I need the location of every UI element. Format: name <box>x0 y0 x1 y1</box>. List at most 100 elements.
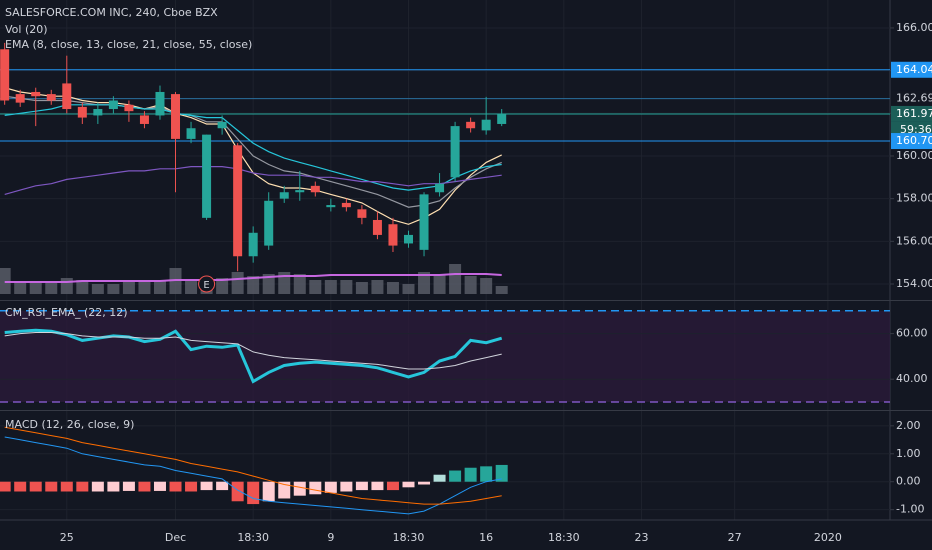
y-tick-label: 40.00 <box>896 372 928 385</box>
histogram-bar <box>0 481 11 492</box>
histogram-bar <box>153 481 166 491</box>
histogram-bar <box>185 481 198 492</box>
countdown: 59:36 <box>900 123 932 136</box>
candle-body <box>450 126 460 178</box>
candle-body <box>435 183 445 193</box>
volume-label: Vol (20) <box>5 23 48 36</box>
candle-body <box>93 109 103 116</box>
candle-body <box>264 200 274 246</box>
candle-body <box>0 49 10 101</box>
histogram-bar <box>324 481 337 493</box>
ema-label: EMA (8, close, 13, close, 21, close, 55,… <box>5 38 252 51</box>
y-tick-label: 160.00 <box>896 149 932 162</box>
volume-bar <box>371 280 384 294</box>
histogram-bar <box>371 481 384 491</box>
volume-bar <box>122 282 135 294</box>
volume-bar <box>247 276 260 294</box>
price-label: 164.04 <box>896 63 932 76</box>
volume-bar <box>418 272 431 294</box>
candle-body <box>357 209 367 218</box>
histogram-bar <box>247 481 260 505</box>
volume-bar <box>324 280 337 294</box>
x-tick-label: 27 <box>728 531 742 544</box>
candle-body <box>171 94 181 139</box>
y-tick-label: 166.00 <box>896 21 932 34</box>
rsi-band <box>0 310 890 403</box>
candle-body <box>497 113 507 124</box>
candle-body <box>202 134 212 218</box>
rsi-line <box>4 332 502 370</box>
x-tick-label: 18:30 <box>237 531 269 544</box>
candle-body <box>310 185 320 193</box>
volume-bar <box>45 282 58 294</box>
volume-bar <box>402 284 415 294</box>
volume-ma-line <box>4 273 502 283</box>
volume-bar <box>480 278 493 294</box>
histogram-bar <box>29 481 42 492</box>
y-tick-label: 158.00 <box>896 192 932 205</box>
histogram-bar <box>340 481 353 492</box>
histogram-bar <box>464 467 477 482</box>
candle-body <box>279 192 289 199</box>
volume-bar <box>216 278 229 294</box>
price-label-box <box>891 90 932 107</box>
histogram-bar <box>169 481 182 492</box>
y-tick-label: 2.00 <box>896 419 921 432</box>
y-tick-label: 60.00 <box>896 327 928 340</box>
macd-line <box>4 426 502 505</box>
earnings-label: E <box>203 280 209 291</box>
candle-body <box>15 94 25 103</box>
ema-line <box>4 166 502 195</box>
histogram-bar <box>91 481 104 492</box>
candle-body <box>419 194 429 250</box>
x-tick-label: Dec <box>165 531 186 544</box>
candle-body <box>108 100 118 110</box>
histogram-bar <box>402 481 415 488</box>
histogram-bar <box>449 470 462 482</box>
candle-body <box>403 234 413 244</box>
volume-bar <box>309 280 322 294</box>
histogram-bar <box>386 481 399 491</box>
volume-bar <box>495 286 508 294</box>
histogram-bar <box>76 481 89 492</box>
y-tick-label: 154.00 <box>896 277 932 290</box>
volume-bar <box>262 274 275 294</box>
ema-line <box>4 104 502 191</box>
volume-bar <box>464 276 477 294</box>
price-label: 162.69 <box>896 92 932 105</box>
volume-bar <box>355 282 368 294</box>
volume-bar <box>278 272 291 294</box>
volume-bar <box>185 281 198 294</box>
histogram-bar <box>355 481 368 491</box>
candle-body <box>481 119 491 131</box>
chart-title: SALESFORCE.COM INC, 240, Cboe BZX <box>5 6 218 19</box>
x-tick-label: 23 <box>634 531 648 544</box>
volume-bar <box>14 282 27 294</box>
histogram-bar <box>231 481 244 502</box>
volume-bar <box>433 274 446 294</box>
candle-body <box>466 121 476 129</box>
macd-line <box>4 436 502 515</box>
candle-body <box>46 94 56 101</box>
y-tick-label: 156.00 <box>896 234 932 247</box>
price-label: 161.97 <box>896 107 932 120</box>
candle-body <box>388 224 398 246</box>
histogram-bar <box>418 481 431 485</box>
histogram-bar <box>293 481 306 496</box>
x-tick-label: 2020 <box>814 531 842 544</box>
x-tick-label: 25 <box>60 531 74 544</box>
y-tick-label: 1.00 <box>896 447 921 460</box>
volume-bar <box>76 280 89 294</box>
candle-body <box>62 83 72 110</box>
volume-bar <box>293 274 306 294</box>
histogram-bar <box>278 481 291 499</box>
candle-body <box>341 202 351 208</box>
histogram-bar <box>495 464 508 482</box>
histogram-bar <box>433 474 446 482</box>
x-tick-label: 18:30 <box>548 531 580 544</box>
volume-bar <box>60 278 73 294</box>
histogram-bar <box>107 481 120 492</box>
candle-body <box>139 115 149 124</box>
candle-body <box>77 106 87 118</box>
